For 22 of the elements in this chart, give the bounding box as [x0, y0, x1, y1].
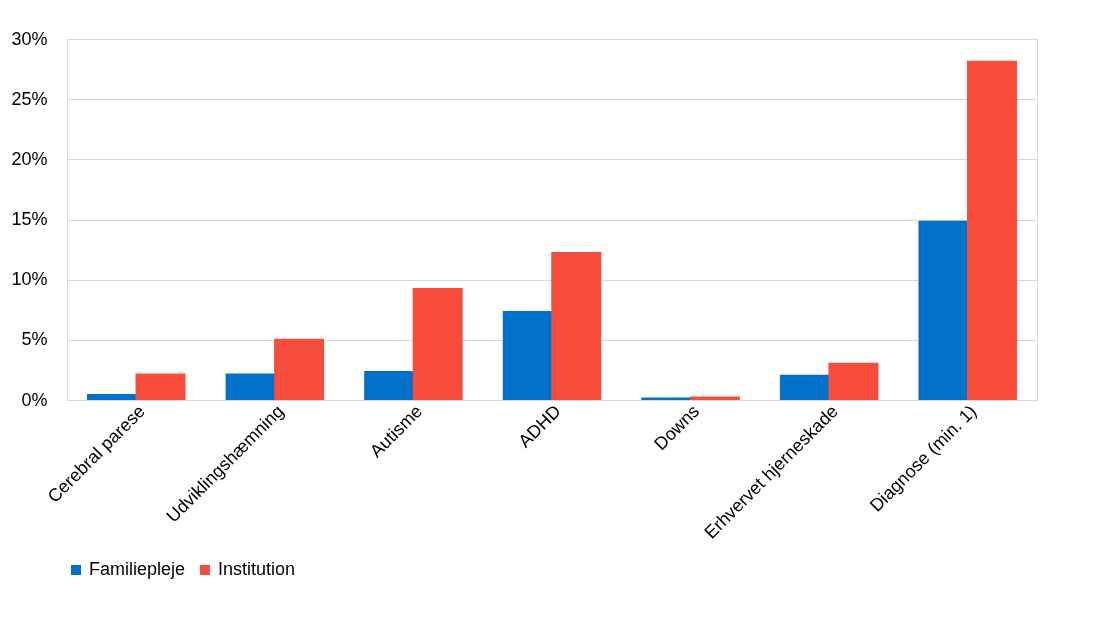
legend-label: Familiepleje: [89, 559, 186, 579]
y-tick-label: 15%: [11, 209, 48, 229]
bar: [918, 220, 969, 400]
y-tick-label: 0%: [21, 389, 48, 410]
bar: [87, 393, 138, 400]
y-tick-label: 25%: [11, 88, 48, 109]
legend-label: Institution: [218, 559, 296, 579]
bar: [412, 288, 463, 400]
y-tick-label: 10%: [11, 269, 48, 290]
bar: [135, 373, 186, 400]
bar: [364, 371, 415, 400]
bar: [274, 338, 325, 400]
bar: [551, 251, 602, 400]
bar: [502, 310, 553, 400]
bar: [689, 396, 740, 400]
bar: [828, 362, 879, 400]
y-tick-label: 20%: [11, 148, 48, 169]
y-tick-label: 30%: [11, 28, 48, 49]
bar: [966, 60, 1017, 400]
bar: [225, 373, 276, 400]
y-tick-label: 5%: [21, 329, 48, 350]
bar: [779, 374, 830, 400]
